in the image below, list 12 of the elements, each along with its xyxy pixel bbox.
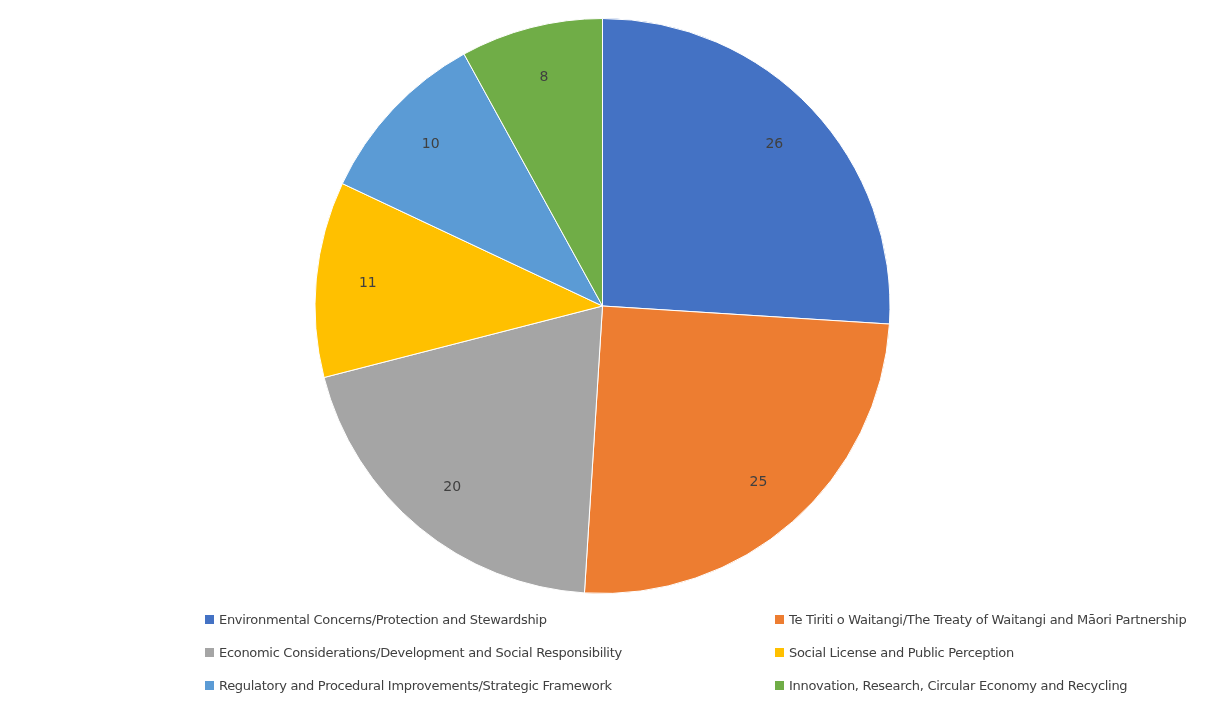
data-label: 8 bbox=[539, 68, 549, 85]
legend-label: Innovation, Research, Circular Economy and Recycling bbox=[789, 678, 1128, 693]
legend-label: Environmental Concerns/Protection and Stewardship bbox=[219, 612, 547, 627]
data-label: 26 bbox=[765, 135, 784, 152]
legend-label: Economic Considerations/Development and Social Responsibility bbox=[219, 645, 622, 660]
data-label: 25 bbox=[749, 473, 768, 490]
data-label: 11 bbox=[358, 274, 377, 291]
data-label: 10 bbox=[421, 135, 440, 152]
legend-label: Social License and Public Perception bbox=[789, 645, 1014, 660]
data-label: 20 bbox=[443, 478, 462, 495]
legend-label: Te Tiriti o Waitangi/The Treaty of Waitangi and Māori Partnership bbox=[789, 612, 1187, 627]
legend-label: Regulatory and Procedural Improvements/Strategic Framework bbox=[219, 678, 612, 693]
